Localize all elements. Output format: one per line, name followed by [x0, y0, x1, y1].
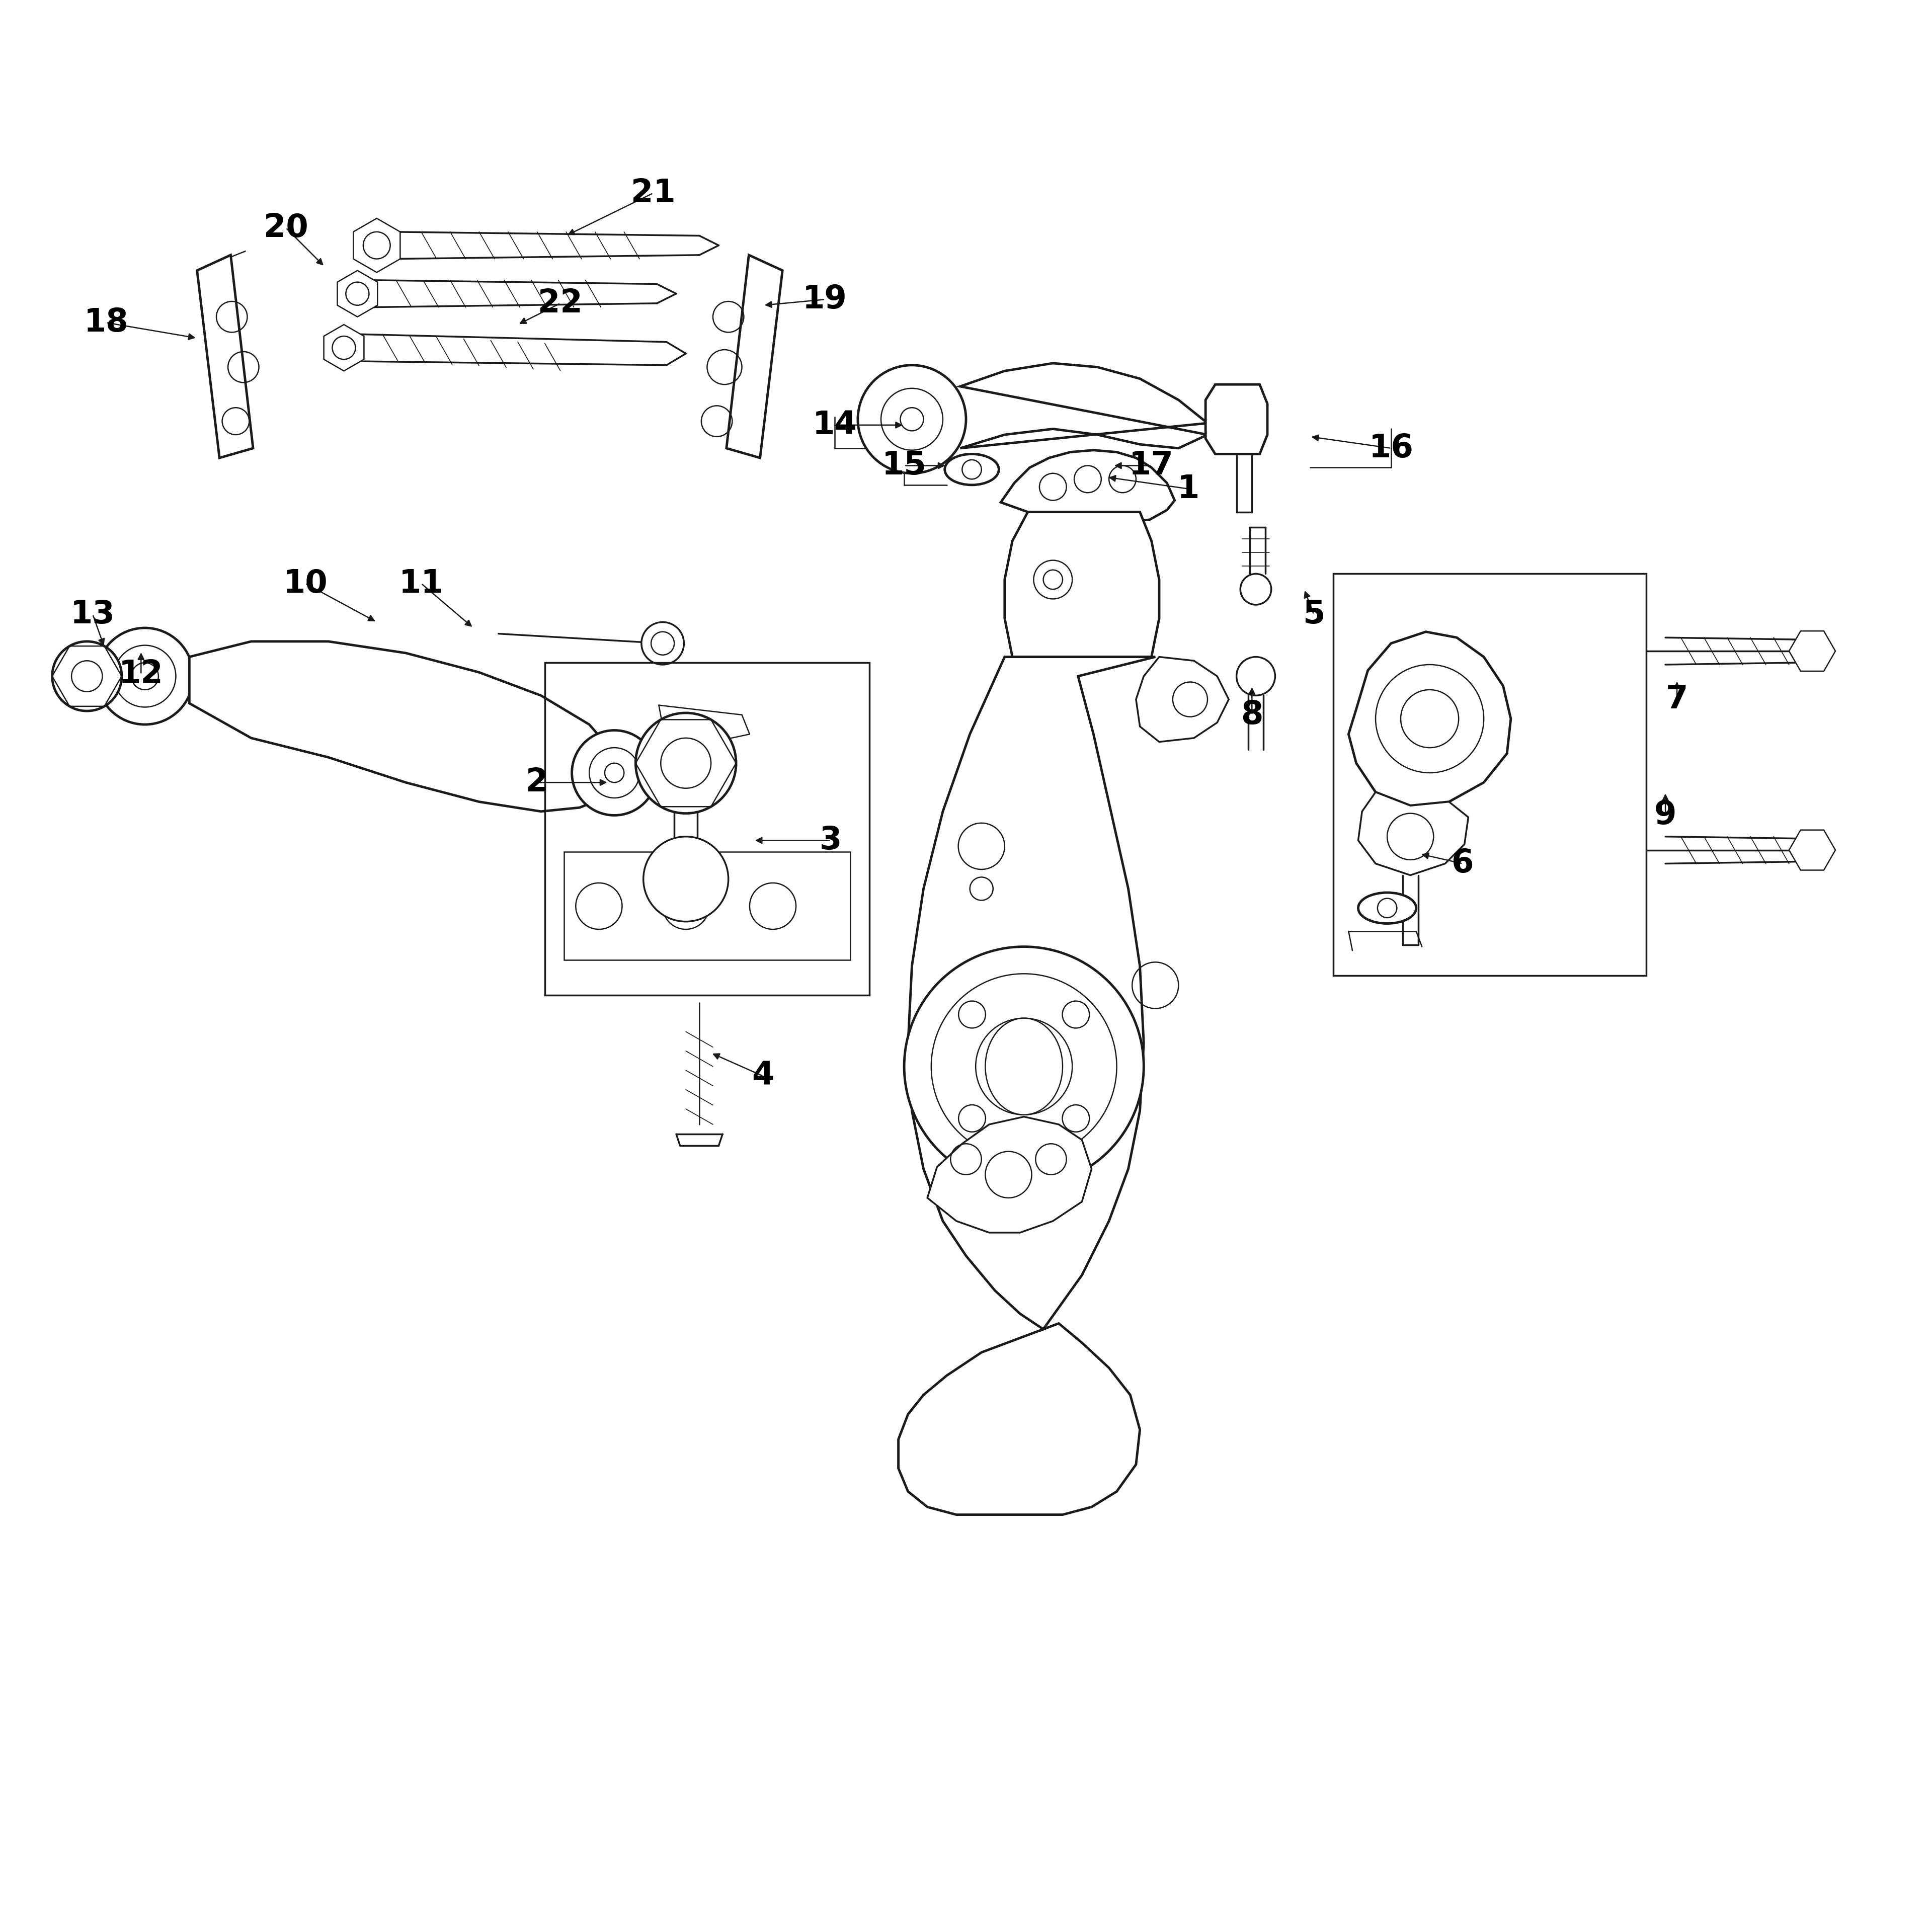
Text: 17: 17 [1128, 450, 1175, 481]
Text: 13: 13 [70, 599, 116, 630]
Polygon shape [927, 1117, 1092, 1233]
Circle shape [1236, 657, 1275, 696]
Polygon shape [1136, 657, 1229, 742]
Circle shape [958, 1105, 985, 1132]
Text: 6: 6 [1451, 848, 1474, 879]
Text: 2: 2 [526, 767, 549, 798]
Circle shape [572, 730, 657, 815]
Polygon shape [1358, 792, 1468, 875]
Text: 5: 5 [1302, 599, 1325, 630]
Polygon shape [960, 363, 1208, 448]
Text: 1: 1 [1177, 473, 1200, 504]
Ellipse shape [1084, 454, 1138, 485]
Text: 20: 20 [263, 213, 309, 243]
Text: 15: 15 [881, 450, 927, 481]
Circle shape [750, 883, 796, 929]
Circle shape [1240, 574, 1271, 605]
Polygon shape [189, 641, 618, 811]
Ellipse shape [945, 454, 999, 485]
Polygon shape [1206, 384, 1267, 454]
Circle shape [643, 837, 728, 922]
Circle shape [636, 713, 736, 813]
Text: 11: 11 [398, 568, 444, 599]
Polygon shape [197, 255, 253, 458]
Polygon shape [1789, 831, 1835, 869]
Polygon shape [354, 218, 400, 272]
Text: 8: 8 [1240, 699, 1264, 730]
Text: 14: 14 [811, 410, 858, 440]
Bar [545, 663, 869, 995]
Bar [1333, 574, 1646, 976]
Polygon shape [898, 657, 1155, 1515]
Circle shape [1376, 665, 1484, 773]
Circle shape [663, 883, 709, 929]
Circle shape [904, 947, 1144, 1186]
Text: 21: 21 [630, 178, 676, 209]
Circle shape [52, 641, 122, 711]
Circle shape [858, 365, 966, 473]
Text: 9: 9 [1654, 800, 1677, 831]
Polygon shape [1005, 512, 1159, 657]
Polygon shape [726, 255, 782, 458]
Text: 10: 10 [282, 568, 328, 599]
Circle shape [641, 622, 684, 665]
Circle shape [576, 883, 622, 929]
Bar [564, 852, 850, 960]
Text: 19: 19 [802, 284, 848, 315]
Text: 4: 4 [752, 1061, 775, 1092]
Circle shape [97, 628, 193, 725]
Text: 16: 16 [1368, 433, 1414, 464]
Text: 12: 12 [118, 659, 164, 690]
Circle shape [1063, 1105, 1090, 1132]
Text: 3: 3 [819, 825, 842, 856]
Circle shape [958, 1001, 985, 1028]
Polygon shape [1789, 632, 1835, 670]
Text: 22: 22 [537, 288, 583, 319]
Polygon shape [1001, 450, 1175, 524]
Circle shape [1387, 813, 1434, 860]
Circle shape [1063, 1001, 1090, 1028]
Ellipse shape [985, 1018, 1063, 1115]
Text: 18: 18 [83, 307, 129, 338]
Polygon shape [338, 270, 377, 317]
Polygon shape [1349, 632, 1511, 806]
Text: 7: 7 [1665, 684, 1689, 715]
Ellipse shape [1358, 893, 1416, 923]
Polygon shape [325, 325, 363, 371]
